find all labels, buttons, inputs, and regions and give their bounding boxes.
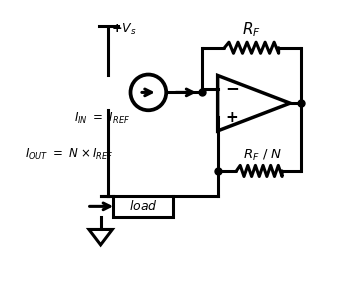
Text: +: +	[225, 110, 238, 125]
Text: $\mathit{load}$: $\mathit{load}$	[129, 199, 157, 213]
Text: $\mathit{R}_{\mathit{F}}\ /\ N$: $\mathit{R}_{\mathit{F}}\ /\ N$	[243, 148, 282, 163]
FancyBboxPatch shape	[113, 196, 173, 217]
Text: $\mathbf{+}$$\mathit{V}_{\mathit{s}}$: $\mathbf{+}$$\mathit{V}_{\mathit{s}}$	[111, 22, 137, 37]
Text: −: −	[225, 79, 239, 97]
Text: $\mathit{R}_{\mathit{F}}$: $\mathit{R}_{\mathit{F}}$	[242, 20, 261, 38]
Text: $\mathit{I}_{\mathit{IN}}$ $=$ $\mathit{I}_{\mathit{REF}}$: $\mathit{I}_{\mathit{IN}}$ $=$ $\mathit{…	[74, 111, 131, 126]
Text: $\mathit{I}_{\mathit{OUT}}$ $=$ $N\times\mathit{I}_{\mathit{REF}}$: $\mathit{I}_{\mathit{OUT}}$ $=$ $N\times…	[25, 146, 113, 162]
